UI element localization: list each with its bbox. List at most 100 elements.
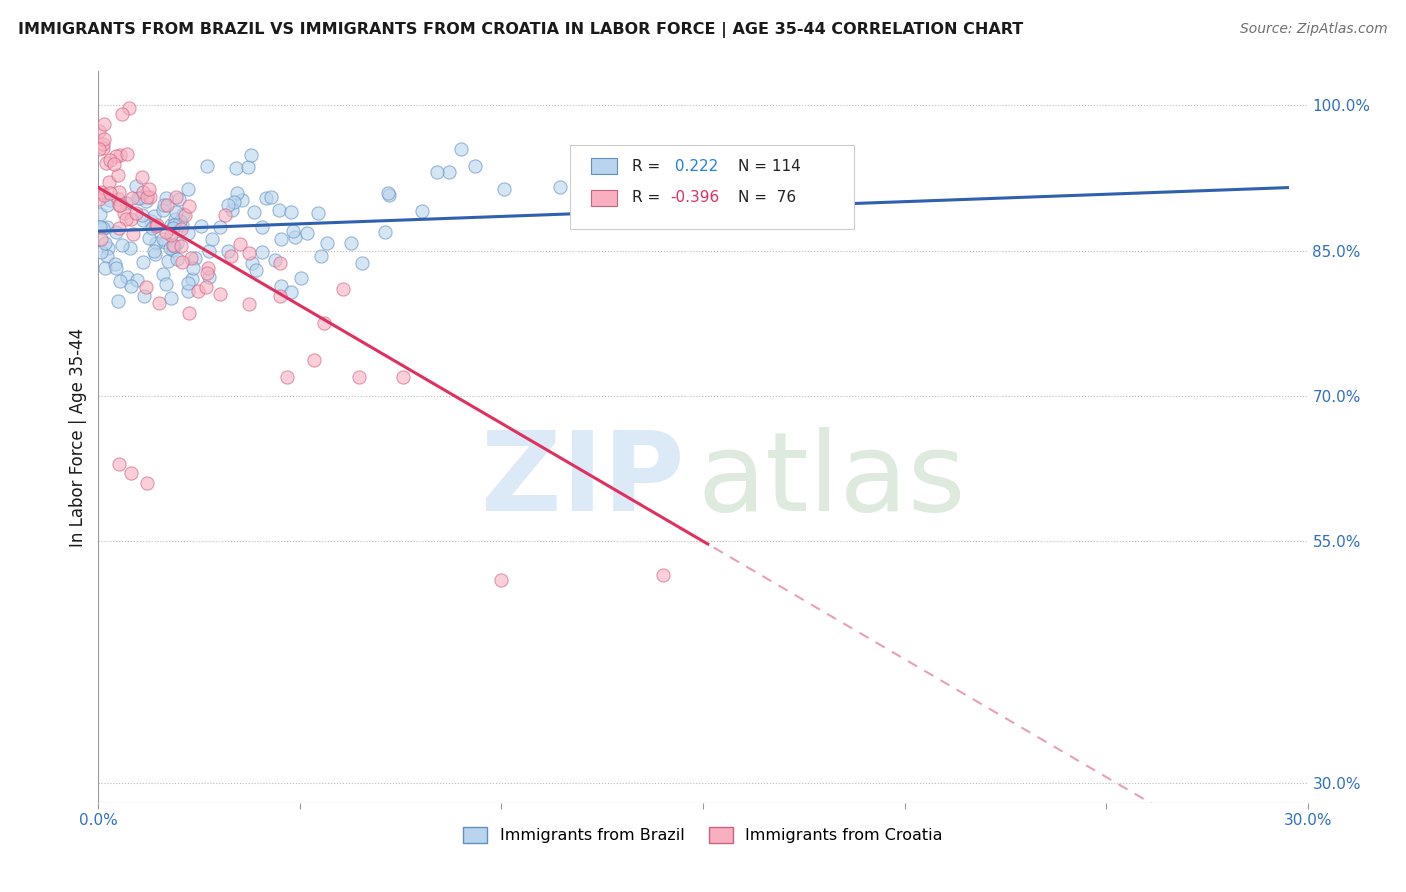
Point bbox=[89, 124, 111, 138]
Point bbox=[208, 286, 231, 301]
Point bbox=[155, 277, 177, 292]
Point bbox=[198, 244, 221, 258]
Point bbox=[120, 212, 142, 227]
Point bbox=[135, 194, 157, 208]
Point bbox=[166, 236, 188, 251]
Point bbox=[250, 245, 273, 260]
Point bbox=[128, 191, 150, 205]
Point bbox=[153, 235, 176, 249]
Point bbox=[148, 296, 170, 310]
Point bbox=[198, 270, 221, 285]
Point bbox=[280, 204, 302, 219]
Point bbox=[374, 225, 396, 239]
Point bbox=[146, 218, 169, 232]
Point bbox=[332, 282, 354, 296]
Point bbox=[138, 231, 160, 245]
Point bbox=[197, 261, 219, 276]
Point bbox=[107, 293, 129, 308]
Point bbox=[391, 369, 413, 384]
Point bbox=[315, 235, 337, 250]
Point bbox=[162, 218, 184, 232]
Point bbox=[181, 272, 204, 286]
Point bbox=[111, 237, 134, 252]
Point bbox=[378, 188, 401, 202]
Point bbox=[269, 256, 291, 270]
Point bbox=[169, 214, 191, 228]
Point bbox=[108, 198, 131, 212]
Point bbox=[91, 141, 114, 155]
Point bbox=[240, 256, 263, 270]
Point bbox=[165, 204, 187, 219]
Point bbox=[122, 227, 145, 242]
Point bbox=[159, 227, 181, 242]
Point bbox=[439, 164, 461, 178]
Text: -0.396: -0.396 bbox=[671, 190, 720, 205]
Point bbox=[89, 207, 111, 221]
Point bbox=[108, 148, 131, 162]
Point bbox=[132, 213, 155, 227]
Point bbox=[170, 239, 193, 253]
Point bbox=[270, 232, 292, 246]
Text: N = 114: N = 114 bbox=[738, 159, 801, 174]
Point bbox=[221, 203, 243, 218]
Point bbox=[162, 237, 184, 252]
Point bbox=[231, 193, 253, 207]
Point bbox=[94, 156, 117, 170]
Text: ZIP: ZIP bbox=[481, 427, 685, 534]
Point bbox=[90, 185, 112, 199]
Point bbox=[491, 573, 513, 587]
Point bbox=[307, 205, 329, 219]
FancyBboxPatch shape bbox=[569, 145, 855, 228]
Point bbox=[173, 208, 195, 222]
Point bbox=[165, 190, 187, 204]
Point bbox=[283, 224, 305, 238]
Text: R =: R = bbox=[631, 159, 665, 174]
Point bbox=[93, 220, 115, 235]
Point bbox=[304, 352, 326, 367]
Point bbox=[115, 211, 138, 226]
Point bbox=[166, 252, 188, 266]
Point bbox=[226, 186, 249, 200]
Point bbox=[155, 225, 177, 239]
Point bbox=[120, 278, 142, 293]
Point bbox=[224, 194, 246, 209]
Point bbox=[153, 197, 176, 211]
Point bbox=[209, 220, 232, 235]
Point bbox=[172, 207, 194, 221]
Point bbox=[177, 276, 200, 290]
Point bbox=[411, 203, 433, 218]
Point bbox=[238, 297, 260, 311]
Point bbox=[104, 225, 127, 239]
Point bbox=[96, 198, 118, 212]
Point bbox=[190, 219, 212, 234]
Point bbox=[89, 192, 111, 206]
Text: Source: ZipAtlas.com: Source: ZipAtlas.com bbox=[1240, 22, 1388, 37]
Point bbox=[135, 476, 157, 491]
Point bbox=[162, 243, 184, 257]
Point bbox=[339, 235, 361, 250]
Point bbox=[450, 142, 472, 156]
Point bbox=[89, 142, 111, 156]
Point bbox=[377, 186, 399, 200]
Point bbox=[159, 241, 181, 255]
Point bbox=[139, 213, 162, 227]
Point bbox=[89, 220, 111, 235]
Point bbox=[105, 149, 128, 163]
Text: 0.222: 0.222 bbox=[671, 159, 718, 174]
Point bbox=[118, 102, 141, 116]
Point bbox=[108, 186, 131, 200]
Point bbox=[276, 369, 298, 384]
Point bbox=[155, 198, 177, 212]
Point bbox=[94, 235, 117, 250]
Point bbox=[269, 289, 291, 303]
Point bbox=[141, 221, 163, 235]
Point bbox=[107, 197, 129, 211]
Point bbox=[127, 191, 149, 205]
Point bbox=[96, 219, 118, 234]
Point bbox=[464, 160, 486, 174]
Text: R =: R = bbox=[631, 190, 665, 205]
Point bbox=[90, 244, 112, 259]
Point bbox=[93, 131, 115, 145]
Point bbox=[132, 289, 155, 303]
Point bbox=[172, 219, 194, 233]
